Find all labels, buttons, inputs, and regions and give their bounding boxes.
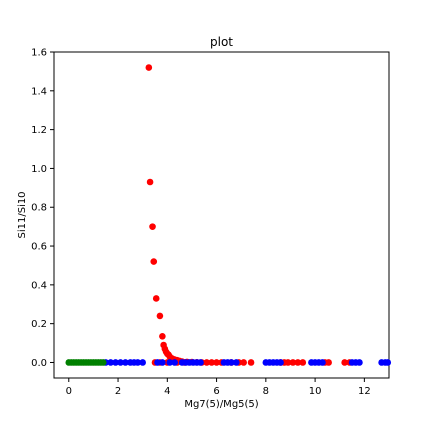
data-point <box>149 223 156 230</box>
data-point <box>232 359 240 366</box>
data-point <box>159 359 166 366</box>
y-tick-label: 1.2 <box>31 125 47 136</box>
data-point <box>171 359 178 366</box>
data-point <box>289 359 297 366</box>
data-point <box>152 295 160 302</box>
y-tick-label: 0.0 <box>31 358 47 369</box>
data-point <box>228 359 235 366</box>
y-axis-ticks: 0.0 0.2 0.4 0.6 0.8 1.0 1.2 1.4 1.6 <box>31 48 54 369</box>
data-point <box>146 178 154 186</box>
plot-area <box>53 51 390 379</box>
data-point <box>208 359 215 366</box>
data-point <box>277 359 284 366</box>
x-axis-ticks: 0 2 4 6 8 10 12 <box>66 378 371 397</box>
data-point <box>319 359 326 366</box>
x-tick-label: 2 <box>115 386 121 397</box>
x-tick-label: 12 <box>358 386 371 397</box>
x-tick-label: 0 <box>66 386 72 397</box>
data-point <box>166 359 174 366</box>
x-tick-label: 4 <box>164 386 170 397</box>
data-point <box>145 64 153 71</box>
data-point <box>154 359 161 366</box>
y-axis-title: Si11/Si10 <box>17 191 28 238</box>
y-tick-label: 1.4 <box>31 86 47 97</box>
data-point <box>117 359 124 366</box>
data-point <box>240 359 247 366</box>
x-axis-title: Mg7(5)/Mg5(5) <box>184 399 258 410</box>
points-layer <box>65 64 392 366</box>
x-tick-label: 8 <box>263 386 269 397</box>
data-point <box>294 359 302 366</box>
data-point <box>341 359 348 366</box>
data-point <box>299 359 307 366</box>
x-tick-label: 10 <box>309 386 322 397</box>
y-tick-label: 1.6 <box>31 48 47 59</box>
data-point <box>356 359 363 366</box>
data-point <box>122 359 129 366</box>
data-point <box>159 332 166 340</box>
data-point <box>197 359 204 366</box>
data-point <box>156 312 164 320</box>
data-point <box>150 258 158 265</box>
x-tick-label: 6 <box>213 386 219 397</box>
data-point <box>325 359 332 366</box>
data-point <box>99 359 107 366</box>
data-point <box>384 359 392 366</box>
data-point <box>284 359 292 366</box>
y-tick-label: 0.8 <box>31 203 47 214</box>
data-point <box>247 359 255 366</box>
chart-title: plot <box>210 35 233 49</box>
y-tick-label: 0.4 <box>31 280 47 291</box>
data-point <box>112 359 119 366</box>
data-point <box>139 359 146 366</box>
data-point <box>213 359 220 366</box>
data-point <box>134 359 142 366</box>
y-tick-label: 1.0 <box>31 164 47 175</box>
data-point <box>107 359 114 366</box>
y-tick-label: 0.2 <box>31 319 47 330</box>
y-tick-label: 0.6 <box>31 242 47 253</box>
data-point <box>203 359 211 366</box>
